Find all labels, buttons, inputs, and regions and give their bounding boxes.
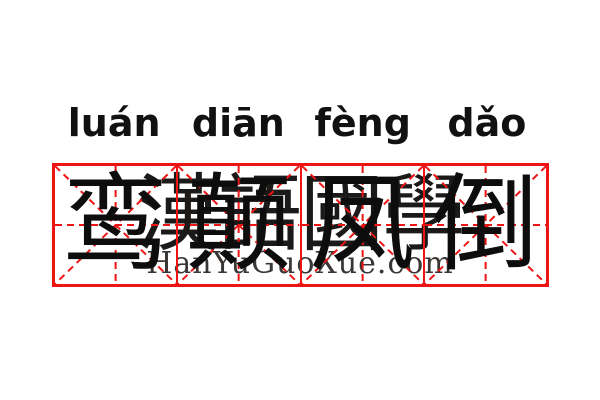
pinyin-syllable-1: luán [67,101,161,145]
mizige-guide-lines [178,166,300,284]
pinyin-syllable-4: dǎo [447,101,527,145]
pinyin-row: luán diān fèng dǎo [52,97,549,149]
grid-cell-2: 颠 [176,166,300,284]
grid-cell-1: 鸾 [55,166,177,284]
watermark-site-url: HanYuGuoXue.com [146,246,454,281]
pinyin-syllable-2: diān [191,101,285,145]
practice-grid: 鸾 颠 凤 [52,163,549,287]
grid-cell-4: 倒 [422,166,546,284]
grid-cell-3: 凤 [299,166,423,284]
mizige-guide-lines [55,166,177,284]
mizige-guide-lines [424,166,546,284]
mizige-guide-lines [301,166,423,284]
pinyin-syllable-3: fèng [314,101,411,145]
